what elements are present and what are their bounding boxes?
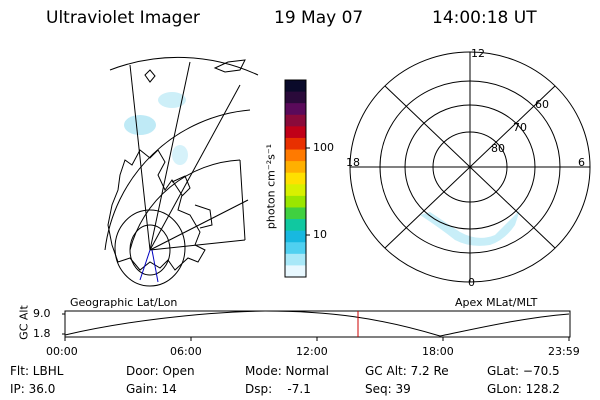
colorbar-cell [285,207,306,220]
colorbar-cell [285,219,306,232]
time-tick-1200: 12:00 [296,345,328,358]
instrument-title: Ultraviolet Imager [46,8,200,28]
status-glat: GLat: −70.5 [487,364,560,378]
polar-label-6: 6 [578,156,585,169]
colorbar-cell [285,195,306,208]
status-gc-alt: GC Alt: 7.2 Re [365,364,449,378]
colorbar-cell [285,230,306,243]
date-label: 19 May 07 [274,8,364,28]
colorbar-cell [285,114,306,127]
aurora-patch [172,145,188,165]
colorbar-cell [285,103,306,116]
time-tick-0000: 00:00 [46,345,78,358]
colorbar-cell [285,265,306,278]
apex-caption: Apex MLat/MLT [455,296,538,309]
gc-alt-axis-label: GC Alt [17,305,31,340]
colorbar [284,79,310,278]
colorbar-cell [285,91,306,104]
colorbar-cell [285,253,306,266]
colorbar-tick-100: 100 [313,141,334,154]
polar-label-0: 0 [468,276,475,289]
colorbar-cell [285,137,306,151]
aurora-patch [124,115,156,135]
colorbar-cell [285,126,306,139]
colorbar-unit-label: photon cm⁻²s⁻¹ [264,143,278,230]
y-tick-9: 9.0 [33,307,51,320]
altitude-curve [64,310,570,337]
polar-lat-60: 60 [535,98,549,111]
colorbar-cell [285,149,306,162]
aurora-oval [420,210,520,246]
colorbar-cell [285,172,306,185]
status-ip: IP: 36.0 [10,382,56,396]
status-flt: Flt: LBHL [10,364,64,378]
polar-plot [349,51,591,283]
colorbar-cell [285,80,306,93]
geographic-caption: Geographic Lat/Lon [70,296,178,309]
colorbar-cell [285,184,306,197]
time-tick-0600: 06:00 [170,345,202,358]
status-door: Door: Open [126,364,195,378]
status-gain: Gain: 14 [126,382,177,396]
colorbar-cell [285,161,306,174]
y-tick-1-8: 1.8 [33,327,51,340]
time-tick-1800: 18:00 [422,345,454,358]
polar-label-18: 18 [346,156,360,169]
time-tick-2359: 23:59 [548,345,580,358]
geographic-map [104,56,259,287]
time-label: 14:00:18 UT [432,8,537,28]
timeline-panel [62,310,571,341]
status-glon: GLon: 128.2 [487,382,560,396]
polar-lat-70: 70 [513,121,527,134]
polar-lat-80: 80 [491,142,505,155]
colorbar-cell [285,242,306,255]
status-mode: Mode: Normal [245,364,329,378]
aurora-patch [158,92,186,108]
status-seq: Seq: 39 [365,382,411,396]
status-dsp: Dsp: -7.1 [245,382,311,396]
polar-label-12: 12 [471,47,485,60]
colorbar-tick-10: 10 [313,228,327,241]
